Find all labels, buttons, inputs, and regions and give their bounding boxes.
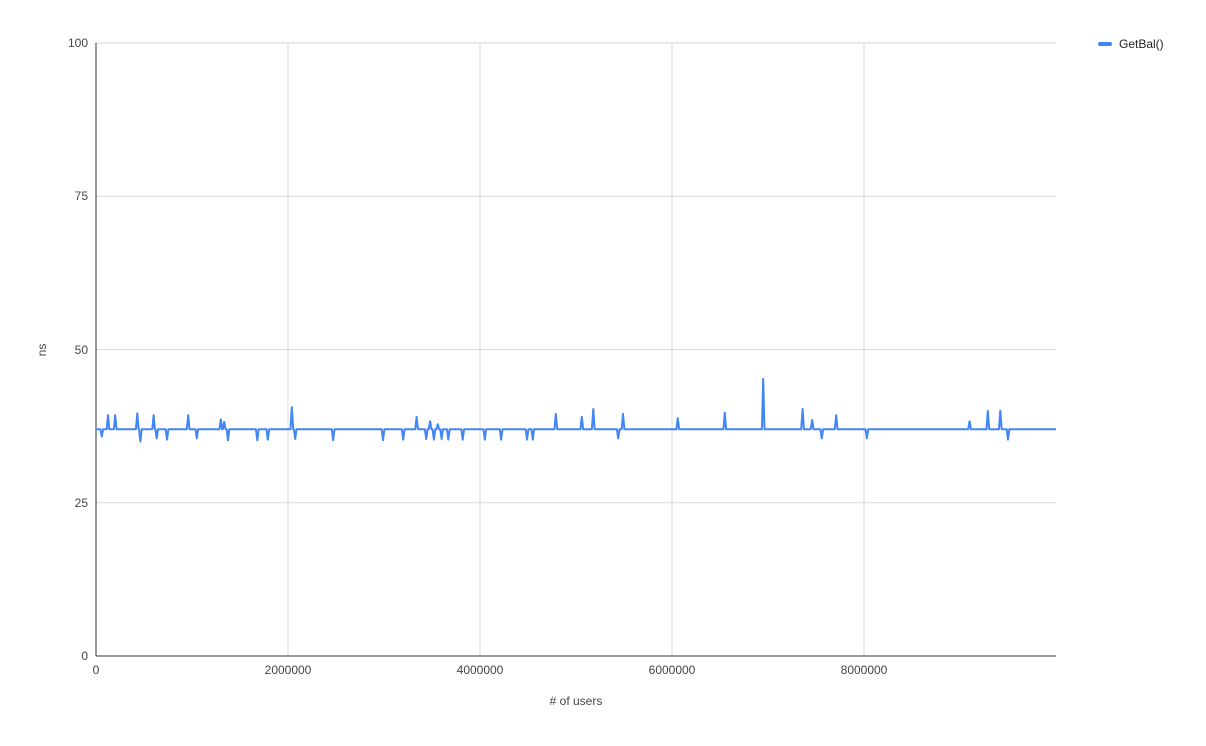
y-axis-title: ns bbox=[35, 343, 49, 357]
y-tick-label: 50 bbox=[74, 342, 88, 357]
x-tick-label: 2000000 bbox=[264, 663, 312, 677]
y-tick-label: 25 bbox=[74, 495, 88, 510]
series-color-swatch bbox=[1098, 42, 1112, 46]
legend: GetBal() bbox=[1098, 37, 1164, 51]
y-tick-label: 75 bbox=[74, 189, 88, 204]
y-tick-label: 0 bbox=[81, 649, 88, 663]
x-tick-label: 0 bbox=[92, 663, 100, 677]
series-line bbox=[96, 377, 1056, 443]
x-tick-label: 4000000 bbox=[456, 663, 504, 677]
x-tick-label: 8000000 bbox=[840, 663, 888, 677]
x-axis-title: # of users bbox=[549, 694, 603, 708]
legend-series-label: GetBal() bbox=[1119, 37, 1164, 51]
x-tick-label: 6000000 bbox=[648, 663, 696, 677]
y-tick-label: 100 bbox=[67, 36, 88, 50]
